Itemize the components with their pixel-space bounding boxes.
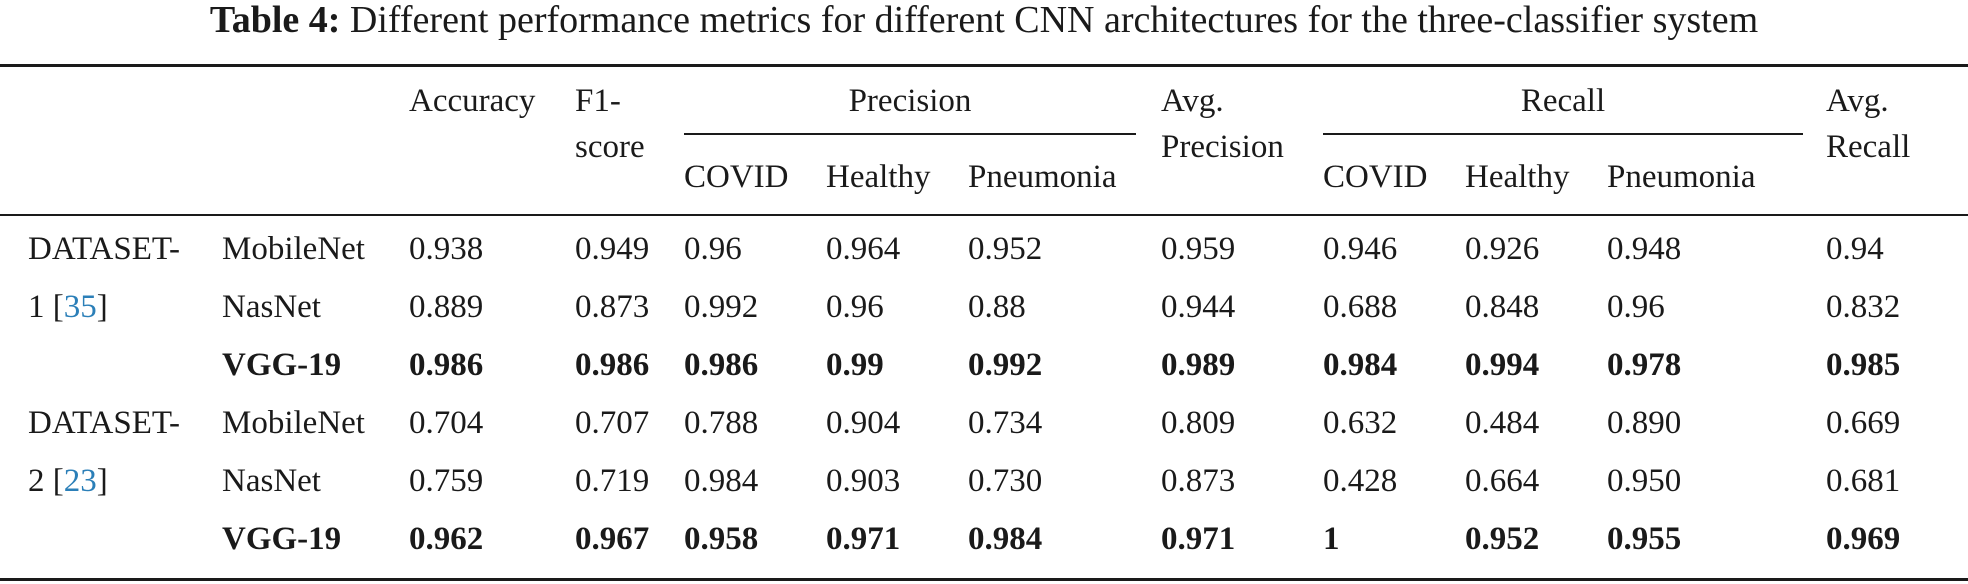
cell-recall-healthy: 0.994 — [1465, 347, 1540, 383]
cell-recall-healthy: 0.484 — [1465, 405, 1540, 441]
header-precision-covid: COVID — [684, 159, 789, 195]
cell-recall-pneumonia: 0.950 — [1607, 463, 1682, 499]
citation-link[interactable]: 35 — [63, 289, 97, 325]
cell-precision-covid: 0.788 — [684, 405, 759, 441]
header-avg-precision-line2: Precision — [1161, 129, 1284, 165]
recall-group-rule — [1323, 133, 1803, 135]
cell-precision-pneumonia: 0.730 — [968, 463, 1043, 499]
cell-accuracy: 0.759 — [409, 463, 484, 499]
cell-precision-pneumonia: 0.952 — [968, 231, 1043, 267]
cell-precision-covid: 0.984 — [684, 463, 759, 499]
cell-avg-recall: 0.969 — [1826, 521, 1901, 557]
cell-recall-healthy: 0.926 — [1465, 231, 1540, 267]
cell-precision-covid: 0.958 — [684, 521, 759, 557]
header-recall-covid: COVID — [1323, 159, 1428, 195]
cell-avg-precision: 0.971 — [1161, 521, 1236, 557]
header-f1-line2: score — [575, 129, 645, 165]
cell-recall-pneumonia: 0.978 — [1607, 347, 1682, 383]
cell-precision-healthy: 0.964 — [826, 231, 901, 267]
citation-link[interactable]: 23 — [63, 463, 97, 499]
cell-recall-pneumonia: 0.955 — [1607, 521, 1682, 557]
model-name: VGG-19 — [222, 347, 342, 383]
cell-recall-covid: 0.688 — [1323, 289, 1398, 325]
header-precision-pneumonia: Pneumonia — [968, 159, 1117, 195]
model-name: VGG-19 — [222, 521, 342, 557]
cell-accuracy: 0.962 — [409, 521, 484, 557]
cell-avg-recall: 0.669 — [1826, 405, 1901, 441]
cell-recall-covid: 0.946 — [1323, 231, 1398, 267]
cell-avg-recall: 0.832 — [1826, 289, 1901, 325]
dataset-number: 2 — [28, 463, 45, 499]
caption-text: Different performance metrics for differ… — [349, 0, 1759, 41]
cell-recall-pneumonia: 0.96 — [1607, 289, 1665, 325]
model-name: NasNet — [222, 463, 321, 499]
cell-f1-score: 0.707 — [575, 405, 650, 441]
top-rule — [0, 64, 1968, 67]
header-precision-healthy: Healthy — [826, 159, 931, 195]
cell-recall-covid: 0.984 — [1323, 347, 1398, 383]
dataset-label-number: 2 [23] — [28, 463, 108, 499]
cell-precision-pneumonia: 0.984 — [968, 521, 1043, 557]
cell-accuracy: 0.986 — [409, 347, 484, 383]
cell-recall-covid: 0.632 — [1323, 405, 1398, 441]
cell-precision-healthy: 0.99 — [826, 347, 884, 383]
cell-precision-healthy: 0.971 — [826, 521, 901, 557]
cell-avg-precision: 0.959 — [1161, 231, 1236, 267]
cell-precision-covid: 0.992 — [684, 289, 759, 325]
cell-precision-healthy: 0.903 — [826, 463, 901, 499]
header-recall-group: Recall — [1520, 83, 1606, 119]
cell-avg-precision: 0.989 — [1161, 347, 1236, 383]
cell-recall-pneumonia: 0.890 — [1607, 405, 1682, 441]
cell-recall-covid: 1 — [1323, 521, 1340, 557]
cell-recall-healthy: 0.664 — [1465, 463, 1540, 499]
header-rule — [0, 214, 1968, 216]
cell-accuracy: 0.889 — [409, 289, 484, 325]
header-recall-healthy: Healthy — [1465, 159, 1570, 195]
cell-f1-score: 0.949 — [575, 231, 650, 267]
model-name: MobileNet — [222, 405, 365, 441]
cell-recall-healthy: 0.952 — [1465, 521, 1540, 557]
header-accuracy: Accuracy — [409, 83, 536, 119]
cell-f1-score: 0.986 — [575, 347, 650, 383]
cell-avg-precision: 0.944 — [1161, 289, 1236, 325]
cell-f1-score: 0.967 — [575, 521, 650, 557]
table-caption: Table 4: Different performance metrics f… — [0, 0, 1968, 50]
cell-recall-covid: 0.428 — [1323, 463, 1398, 499]
header-precision-group: Precision — [848, 83, 972, 119]
precision-group-rule — [684, 133, 1136, 135]
cell-avg-precision: 0.873 — [1161, 463, 1236, 499]
cell-accuracy: 0.704 — [409, 405, 484, 441]
cell-precision-pneumonia: 0.734 — [968, 405, 1043, 441]
header-avg-precision-line1: Avg. — [1161, 83, 1224, 119]
cell-avg-precision: 0.809 — [1161, 405, 1236, 441]
cell-avg-recall: 0.681 — [1826, 463, 1901, 499]
header-f1-line1: F1- — [575, 83, 621, 119]
cell-avg-recall: 0.94 — [1826, 231, 1884, 267]
header-avg-recall-line1: Avg. — [1826, 83, 1889, 119]
cell-precision-healthy: 0.96 — [826, 289, 884, 325]
caption-label: Table 4: — [209, 0, 341, 41]
cell-precision-pneumonia: 0.992 — [968, 347, 1043, 383]
model-name: NasNet — [222, 289, 321, 325]
dataset-label: DATASET- — [28, 231, 180, 267]
cell-f1-score: 0.719 — [575, 463, 650, 499]
cell-precision-covid: 0.96 — [684, 231, 742, 267]
dataset-number: 1 — [28, 289, 45, 325]
cell-recall-healthy: 0.848 — [1465, 289, 1540, 325]
model-name: MobileNet — [222, 231, 365, 267]
header-recall-pneumonia: Pneumonia — [1607, 159, 1756, 195]
bottom-rule — [0, 578, 1968, 581]
header-avg-recall-line2: Recall — [1826, 129, 1911, 165]
cell-avg-recall: 0.985 — [1826, 347, 1901, 383]
cell-precision-covid: 0.986 — [684, 347, 759, 383]
cell-recall-pneumonia: 0.948 — [1607, 231, 1682, 267]
cell-accuracy: 0.938 — [409, 231, 484, 267]
cell-precision-healthy: 0.904 — [826, 405, 901, 441]
cell-precision-pneumonia: 0.88 — [968, 289, 1026, 325]
dataset-label-number: 1 [35] — [28, 289, 108, 325]
cell-f1-score: 0.873 — [575, 289, 650, 325]
dataset-label: DATASET- — [28, 405, 180, 441]
